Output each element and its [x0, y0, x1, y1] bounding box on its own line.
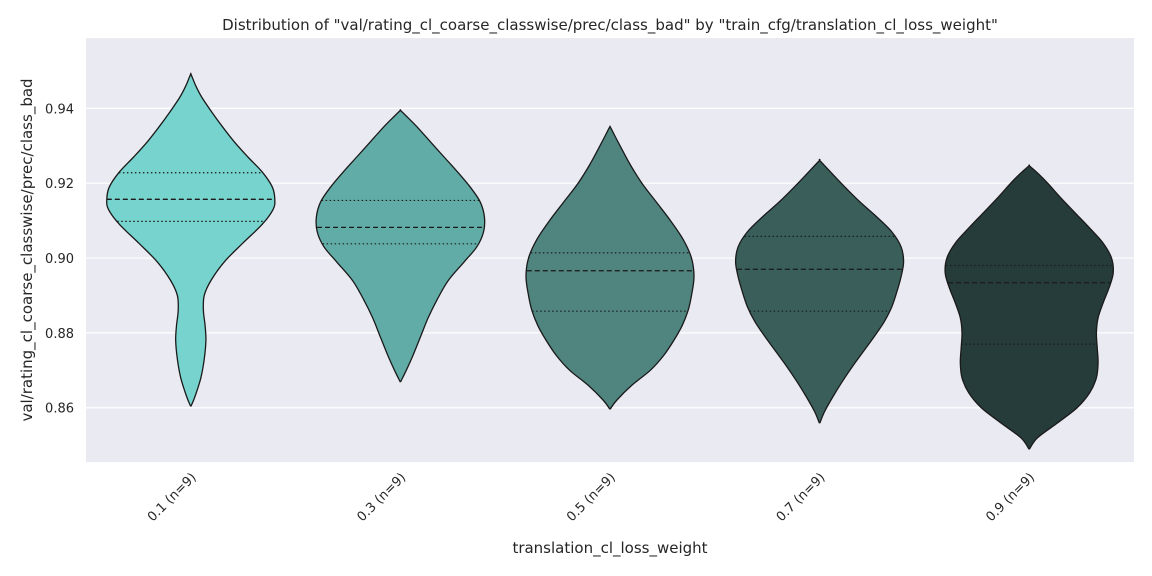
x-tick-label: 0.5 (n=9): [564, 470, 619, 525]
y-axis-label: val/rating_cl_coarse_classwise/prec/clas…: [18, 78, 37, 421]
chart-title: Distribution of "val/rating_cl_coarse_cl…: [222, 16, 998, 35]
x-tick-label: 0.7 (n=9): [774, 470, 829, 525]
y-tick-label: 0.94: [45, 102, 74, 117]
violin-group: [525, 125, 695, 410]
x-axis-label: translation_cl_loss_weight: [512, 539, 707, 558]
violin-body: [315, 109, 486, 383]
y-tick-label: 0.90: [45, 252, 74, 267]
violin-group: [106, 72, 276, 407]
violin-body: [944, 164, 1115, 450]
y-axis-ticks: 0.86 0.88 0.90 0.92 0.94: [45, 102, 74, 416]
y-tick-label: 0.86: [45, 402, 74, 417]
violin-group: [315, 109, 486, 383]
violin-group: [734, 158, 905, 424]
violin-group: [944, 164, 1115, 450]
y-tick-label: 0.88: [45, 327, 74, 342]
violins: [106, 72, 1115, 450]
violin-body: [106, 72, 276, 407]
y-tick-label: 0.92: [45, 177, 74, 192]
x-tick-label: 0.9 (n=9): [983, 470, 1038, 525]
violin-body: [525, 125, 695, 410]
x-tick-label: 0.1 (n=9): [145, 470, 200, 525]
x-axis-ticks: 0.1 (n=9) 0.3 (n=9) 0.5 (n=9) 0.7 (n=9) 0.9 …: [145, 470, 1038, 525]
violin-body: [734, 158, 905, 424]
x-tick-label: 0.3 (n=9): [355, 470, 410, 525]
